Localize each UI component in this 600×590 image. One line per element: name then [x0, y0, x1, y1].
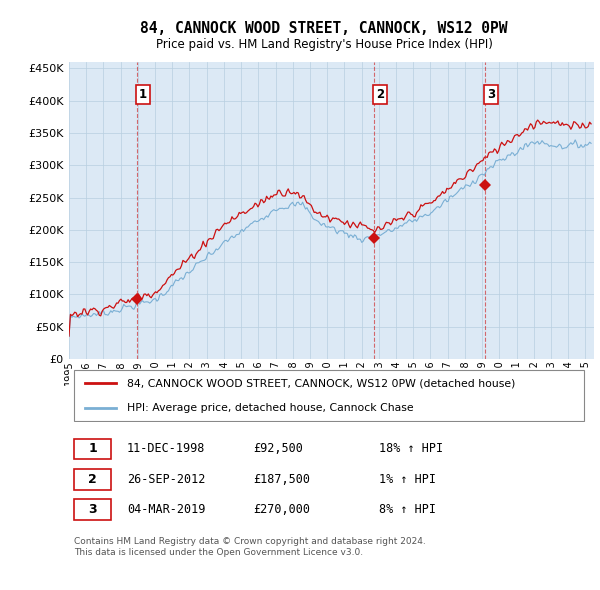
FancyBboxPatch shape [74, 371, 583, 421]
Text: 04-MAR-2019: 04-MAR-2019 [127, 503, 205, 516]
Text: 84, CANNOCK WOOD STREET, CANNOCK, WS12 0PW: 84, CANNOCK WOOD STREET, CANNOCK, WS12 0… [140, 21, 508, 35]
Text: 2: 2 [88, 473, 97, 486]
Text: Contains HM Land Registry data © Crown copyright and database right 2024.
This d: Contains HM Land Registry data © Crown c… [74, 537, 426, 557]
Text: 84, CANNOCK WOOD STREET, CANNOCK, WS12 0PW (detached house): 84, CANNOCK WOOD STREET, CANNOCK, WS12 0… [127, 378, 515, 388]
FancyBboxPatch shape [74, 499, 111, 520]
Text: 11-DEC-1998: 11-DEC-1998 [127, 442, 205, 455]
Text: Price paid vs. HM Land Registry's House Price Index (HPI): Price paid vs. HM Land Registry's House … [155, 38, 493, 51]
Text: £270,000: £270,000 [253, 503, 310, 516]
Text: £92,500: £92,500 [253, 442, 302, 455]
Text: 1: 1 [88, 442, 97, 455]
Text: 18% ↑ HPI: 18% ↑ HPI [379, 442, 443, 455]
Text: 3: 3 [487, 88, 495, 101]
FancyBboxPatch shape [74, 438, 111, 460]
Text: £187,500: £187,500 [253, 473, 310, 486]
Text: 1: 1 [139, 88, 147, 101]
Text: 2: 2 [376, 88, 384, 101]
Text: 3: 3 [88, 503, 97, 516]
FancyBboxPatch shape [74, 469, 111, 490]
Text: 8% ↑ HPI: 8% ↑ HPI [379, 503, 436, 516]
Text: 1% ↑ HPI: 1% ↑ HPI [379, 473, 436, 486]
Text: 26-SEP-2012: 26-SEP-2012 [127, 473, 205, 486]
Text: HPI: Average price, detached house, Cannock Chase: HPI: Average price, detached house, Cann… [127, 403, 413, 413]
